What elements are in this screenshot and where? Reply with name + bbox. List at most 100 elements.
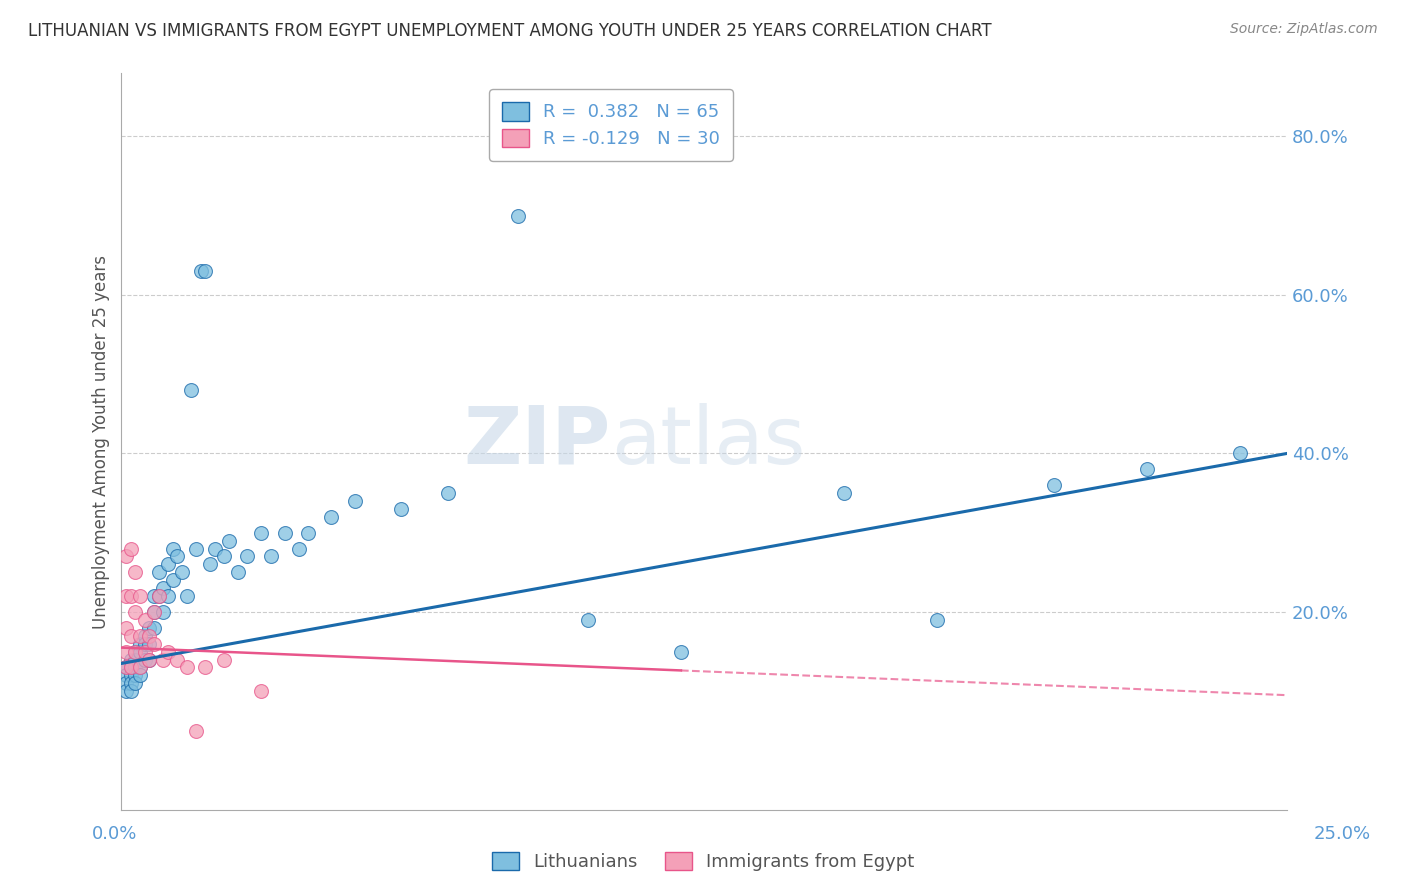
Point	[198, 558, 221, 572]
Point	[148, 566, 170, 580]
Point	[166, 652, 188, 666]
Text: LITHUANIAN VS IMMIGRANTS FROM EGYPT UNEMPLOYMENT AMONG YOUTH UNDER 25 YEARS CORR: LITHUANIAN VS IMMIGRANTS FROM EGYPT UNEM…	[28, 22, 991, 40]
Point	[143, 605, 166, 619]
Point	[506, 209, 529, 223]
Point	[273, 525, 295, 540]
Legend: R =  0.382   N = 65, R = -0.129   N = 30: R = 0.382 N = 65, R = -0.129 N = 30	[489, 89, 733, 161]
Point	[1229, 446, 1251, 460]
Point	[124, 644, 146, 658]
Point	[297, 525, 319, 540]
Point	[129, 660, 152, 674]
Point	[129, 629, 152, 643]
Point	[1043, 478, 1066, 492]
Point	[115, 668, 138, 682]
Point	[138, 637, 160, 651]
Point	[134, 644, 156, 658]
Point	[287, 541, 309, 556]
Point	[259, 549, 281, 564]
Point	[576, 613, 599, 627]
Point	[212, 652, 235, 666]
Point	[143, 605, 166, 619]
Legend: Lithuanians, Immigrants from Egypt: Lithuanians, Immigrants from Egypt	[485, 845, 921, 879]
Point	[115, 549, 138, 564]
Point	[124, 668, 146, 682]
Point	[138, 629, 160, 643]
Point	[184, 723, 207, 738]
Text: atlas: atlas	[612, 402, 806, 481]
Point	[120, 676, 142, 690]
Point	[115, 589, 138, 603]
Point	[927, 613, 949, 627]
Point	[190, 264, 212, 278]
Point	[152, 652, 174, 666]
Point	[184, 541, 207, 556]
Point	[152, 605, 174, 619]
Point	[138, 621, 160, 635]
Point	[134, 652, 156, 666]
Point	[148, 589, 170, 603]
Point	[157, 558, 180, 572]
Point	[115, 660, 138, 674]
Point	[389, 502, 412, 516]
Text: 25.0%: 25.0%	[1313, 825, 1371, 843]
Point	[120, 652, 142, 666]
Point	[143, 589, 166, 603]
Point	[124, 660, 146, 674]
Point	[166, 549, 188, 564]
Point	[120, 660, 142, 674]
Point	[162, 541, 184, 556]
Point	[194, 660, 217, 674]
Point	[124, 652, 146, 666]
Point	[129, 644, 152, 658]
Point	[120, 541, 142, 556]
Point	[134, 613, 156, 627]
Point	[669, 644, 692, 658]
Point	[148, 589, 170, 603]
Point	[120, 668, 142, 682]
Point	[143, 621, 166, 635]
Point	[115, 684, 138, 698]
Text: ZIP: ZIP	[464, 402, 612, 481]
Point	[226, 566, 249, 580]
Point	[120, 589, 142, 603]
Point	[1136, 462, 1159, 476]
Point	[115, 676, 138, 690]
Point	[162, 573, 184, 587]
Point	[115, 660, 138, 674]
Point	[194, 264, 217, 278]
Text: 0.0%: 0.0%	[91, 825, 136, 843]
Point	[236, 549, 259, 564]
Point	[120, 660, 142, 674]
Point	[204, 541, 226, 556]
Point	[124, 676, 146, 690]
Point	[152, 581, 174, 595]
Point	[134, 629, 156, 643]
Point	[321, 509, 343, 524]
Text: Source: ZipAtlas.com: Source: ZipAtlas.com	[1230, 22, 1378, 37]
Point	[129, 668, 152, 682]
Point	[180, 383, 202, 397]
Point	[124, 644, 146, 658]
Point	[124, 566, 146, 580]
Point	[124, 605, 146, 619]
Point	[115, 644, 138, 658]
Point	[129, 589, 152, 603]
Point	[250, 684, 273, 698]
Point	[129, 637, 152, 651]
Point	[176, 660, 198, 674]
Point	[138, 652, 160, 666]
Point	[143, 637, 166, 651]
Point	[138, 652, 160, 666]
Point	[157, 589, 180, 603]
Point	[176, 589, 198, 603]
Point	[832, 486, 855, 500]
Point	[115, 621, 138, 635]
Point	[170, 566, 193, 580]
Point	[120, 629, 142, 643]
Point	[134, 637, 156, 651]
Point	[218, 533, 240, 548]
Point	[437, 486, 460, 500]
Point	[129, 660, 152, 674]
Point	[343, 494, 366, 508]
Point	[120, 684, 142, 698]
